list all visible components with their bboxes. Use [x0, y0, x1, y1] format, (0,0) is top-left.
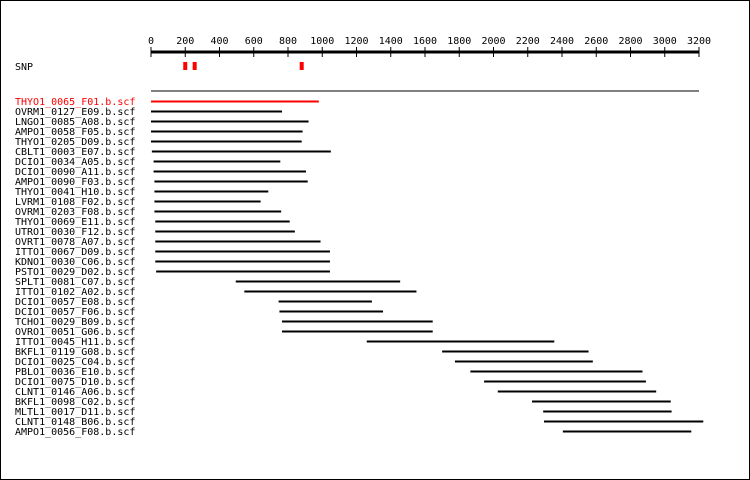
read-name-label: BKFL1_0098_C02.b.scf — [15, 397, 135, 408]
axis-tick-label: 1200 — [344, 36, 368, 47]
axis-tick-label: 0 — [148, 36, 154, 47]
read-name-label: OVRM1_0203_F08.b.scf — [15, 207, 135, 218]
axis-tick-label: 1600 — [413, 36, 437, 47]
read-name-label: AMPO1_0090_F03.b.scf — [15, 177, 135, 188]
read-name-label: LVRM1_0108_F02.b.scf — [15, 197, 135, 208]
read-name-label: ITTO1_0067_D09.b.scf — [15, 247, 135, 258]
axis-tick-label: 800 — [279, 36, 297, 47]
read-name-label: AMPO1_0056_F08.b.scf — [15, 427, 135, 438]
axis-tick-label: 1000 — [310, 36, 334, 47]
axis-tick-label: 2200 — [516, 36, 540, 47]
read-name-label: PBLO1_0036_E10.b.scf — [15, 367, 135, 378]
read-name-label: DCIO1_0057_F06.b.scf — [15, 307, 135, 318]
read-name-label: CLNT1_0146_A06.b.scf — [15, 387, 135, 398]
axis-tick-label: 400 — [210, 36, 228, 47]
read-name-label: ITTO1_0102_A02.b.scf — [15, 287, 135, 298]
read-name-label: PSTO1_0029_D02.b.scf — [15, 267, 135, 278]
read-name-label: KDNO1_0030_C06.b.scf — [15, 257, 135, 268]
read-name-label: THYO1_0041_H10.b.scf — [15, 187, 135, 198]
read-name-label: OVRM1_0127_E09.b.scf — [15, 107, 135, 118]
read-name-label: DCIO1_0025_C04.b.scf — [15, 357, 135, 368]
read-name-label: ITTO1_0045_H11.b.scf — [15, 337, 135, 348]
read-name-label: BKFL1_0119_G08.b.scf — [15, 347, 135, 358]
read-name-label: LNGO1_0085_A08.b.scf — [15, 117, 135, 128]
read-name-label: OVRO1_0051_G06.b.scf — [15, 327, 135, 338]
read-name-label: SPLT1_0081_C07.b.scf — [15, 277, 135, 288]
read-name-label: DCIO1_0075_D10.b.scf — [15, 377, 135, 388]
read-name-label: THYO1_0069_E11.b.scf — [15, 217, 135, 228]
axis-tick-label: 2400 — [550, 36, 574, 47]
read-name-label: MLTL1_0017_D11.b.scf — [15, 407, 135, 418]
axis-tick-label: 1800 — [447, 36, 471, 47]
position-axis: 0 200 400 600 800 1000 1200 1400 1600 1800 2000 220… — [148, 36, 711, 57]
axis-tick-label: 3000 — [653, 36, 677, 47]
snp-label: SNP — [15, 62, 33, 73]
read-name-label: TCHO1_0029_B09.b.scf — [15, 317, 135, 328]
read-name-label: THYO1_0205_D09.b.scf — [15, 137, 135, 148]
axis-tick-label: 2000 — [481, 36, 505, 47]
axis-tick-label: 3200 — [687, 36, 711, 47]
read-name-label: OVRT1_0078_A07.b.scf — [15, 237, 135, 248]
read-name-label: DCIO1_0057_E08.b.scf — [15, 297, 135, 308]
read-name-label: DCIO1_0090_A11.b.scf — [15, 167, 135, 178]
axis-tick-label: 2600 — [584, 36, 608, 47]
snp-track: SNP — [15, 62, 304, 73]
read-name-label: UTRO1_0030_F12.b.scf — [15, 227, 135, 238]
read-name-label: CLNT1_0148_B06.b.scf — [15, 417, 135, 428]
axis-tick-label: 200 — [176, 36, 194, 47]
read-name-label: CBLT1_0003_E07.b.scf — [15, 147, 135, 158]
read-name-label: AMPO1_0058_F05.b.scf — [15, 127, 135, 138]
read-list: THYO1_0065_F01.b.scfOVRM1_0127_E09.b.scf… — [15, 97, 704, 438]
axis-tick-label: 2800 — [618, 36, 642, 47]
read-name-label: THYO1_0065_F01.b.scf — [15, 97, 135, 108]
read-name-label: DCIO1_0034_A05.b.scf — [15, 157, 135, 168]
axis-tick-label: 1400 — [379, 36, 403, 47]
snp-marker — [192, 62, 197, 70]
axis-tick-label: 600 — [245, 36, 263, 47]
snp-marker — [183, 62, 188, 70]
snp-marker — [299, 62, 304, 70]
